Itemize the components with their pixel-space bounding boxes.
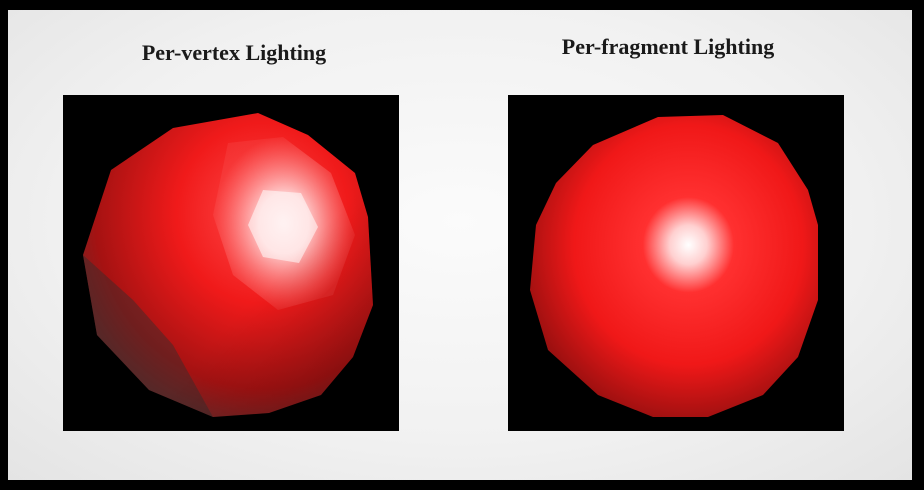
per-vertex-sphere-render xyxy=(83,113,373,417)
per-fragment-sphere-render xyxy=(530,115,818,417)
per-fragment-title: Per-fragment Lighting xyxy=(561,34,775,59)
silhouette-shade xyxy=(83,113,373,417)
figure-frame: Per-vertex Lighting Per-fragment Lightin… xyxy=(8,10,912,480)
per-vertex-title: Per-vertex Lighting xyxy=(141,40,327,65)
per-fragment-viewport xyxy=(508,95,844,431)
sphere-silhouette xyxy=(530,115,818,417)
per-vertex-viewport xyxy=(63,95,399,431)
